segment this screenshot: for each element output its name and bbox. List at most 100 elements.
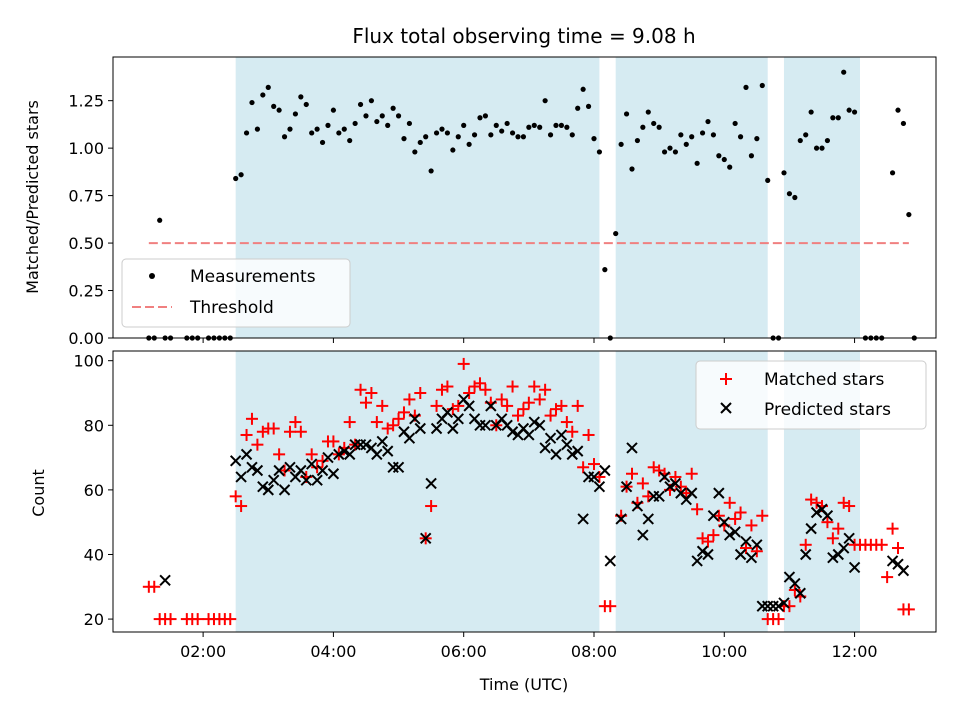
predicted-stars-series	[159, 393, 910, 612]
measurement-point	[889, 170, 896, 176]
measurement-point	[906, 211, 912, 218]
measurement-point	[406, 120, 413, 127]
measurement-point	[509, 130, 516, 136]
measurement-point	[515, 134, 521, 140]
predicted-point	[615, 513, 627, 525]
matched-point	[642, 490, 655, 503]
measurement-point	[260, 92, 266, 98]
predicted-point	[463, 400, 475, 412]
matched-point	[245, 412, 258, 425]
predicted-point	[745, 552, 758, 564]
measurement-point	[249, 99, 255, 106]
top-legend: Measurements Threshold	[121, 258, 351, 328]
y-tick-label: 40	[84, 545, 104, 564]
measurement-point	[303, 101, 309, 108]
measurement-point	[667, 145, 673, 151]
matched-point	[294, 425, 307, 438]
matched-point	[669, 470, 682, 483]
measurement-point	[765, 177, 771, 184]
measurement-point	[287, 126, 293, 132]
matched-point	[191, 613, 204, 626]
measurement-point	[629, 166, 635, 172]
predicted-legend-label: Predicted stars	[764, 400, 891, 420]
predicted-point-b	[821, 510, 834, 522]
measurements-legend-label: Measurements	[190, 267, 316, 287]
predicted-point-b	[615, 513, 627, 525]
measurements-legend-marker	[149, 273, 155, 279]
matched-point	[506, 380, 519, 393]
measurement-point	[900, 120, 907, 127]
matched-point	[376, 399, 389, 412]
predicted-point-b	[772, 600, 785, 612]
y-tick-label: 1.25	[68, 92, 104, 111]
matched-point	[745, 519, 758, 532]
predicted-point-b	[604, 555, 616, 567]
predicted-point-b	[571, 445, 584, 457]
measurement-point	[482, 113, 489, 119]
predicted-point-b	[430, 422, 443, 435]
measurement-point	[363, 113, 369, 119]
x-tick-label: 06:00	[441, 642, 487, 661]
predicted-point	[653, 490, 665, 503]
matched-point	[843, 500, 856, 513]
measurement-point	[689, 134, 695, 140]
measurement-point	[330, 107, 337, 113]
matched-legend-marker	[720, 373, 732, 385]
predicted-point-b	[892, 558, 904, 570]
matched-point	[403, 393, 416, 406]
predicted-point-b	[295, 464, 307, 477]
predicted-point-b	[240, 448, 253, 461]
matched-point	[414, 386, 427, 399]
predicted-point	[751, 539, 763, 551]
measurement-point	[520, 134, 527, 140]
predicted-point-b	[381, 445, 394, 457]
predicted-point-b	[724, 529, 736, 541]
y-tick-label: 0.50	[68, 234, 104, 253]
matched-point	[273, 448, 286, 461]
predicted-point-b	[257, 480, 269, 493]
predicted-point	[533, 419, 546, 431]
measurement-point	[634, 137, 641, 144]
matched-point	[343, 416, 356, 429]
measurement-point	[347, 137, 353, 144]
measurement-point	[564, 124, 570, 130]
measurement-point	[374, 118, 380, 125]
measurement-point	[846, 107, 852, 113]
predicted-point	[267, 474, 280, 486]
measurement-point	[705, 118, 711, 125]
predicted-point-b	[653, 490, 665, 503]
measurement-point	[379, 113, 385, 119]
matched-point	[691, 503, 704, 516]
measurement-point	[439, 126, 445, 132]
predicted-point-b	[305, 458, 318, 470]
matched-point	[164, 613, 177, 626]
top-x-ticks	[202, 338, 856, 343]
matched-point	[674, 480, 687, 493]
predicted-point-b	[235, 471, 247, 483]
predicted-point	[295, 464, 307, 477]
measurement-point	[743, 84, 749, 90]
measurement-point	[591, 136, 597, 142]
measurement-point	[748, 153, 755, 159]
predicted-point-b	[631, 500, 644, 512]
predicted-point	[311, 474, 323, 486]
predicted-point-b	[550, 448, 562, 461]
matched-point	[604, 600, 617, 613]
measurement-point	[292, 111, 299, 117]
predicted-point	[550, 448, 562, 461]
predicted-point	[403, 432, 416, 444]
y-tick-label: 0.25	[68, 282, 104, 301]
predicted-point-b	[740, 535, 752, 548]
predicted-point-b	[523, 429, 535, 441]
predicted-point	[240, 448, 253, 461]
measurement-point	[656, 124, 662, 130]
measurement-point	[233, 175, 239, 182]
matched-point	[354, 383, 367, 396]
matched-point	[278, 464, 291, 477]
measurement-point	[580, 86, 586, 92]
predicted-point	[724, 529, 736, 541]
predicted-point-b	[300, 474, 312, 486]
predicted-point	[485, 400, 497, 412]
measurement-point	[265, 84, 271, 90]
matched-point	[289, 416, 302, 429]
